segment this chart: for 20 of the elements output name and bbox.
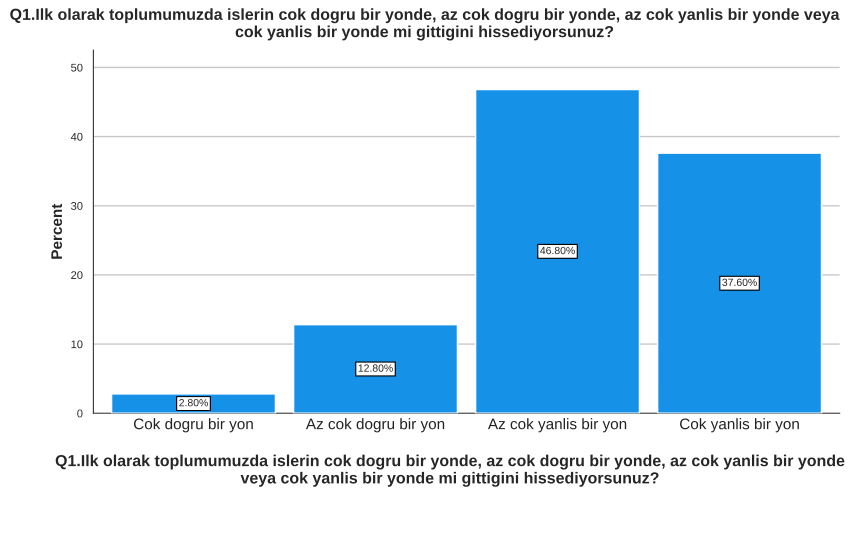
data-label: 2.80% bbox=[179, 398, 208, 406]
y-tick-label: 10 bbox=[71, 340, 83, 348]
bar bbox=[474, 88, 640, 414]
x-tick-label: Az cok dogru bir yon bbox=[306, 418, 444, 432]
x-axis-title: Q1.Ilk olarak toplumumuzda islerin cok dogru bir yonde, az cok dogru bir yonde, az cok yanlis bir yonde veya cok yanlis bir yonde mi gittigini hissediyorsunuz? bbox=[56, 454, 844, 487]
data-label: 37.60% bbox=[722, 278, 757, 286]
y-tick-label: 40 bbox=[70, 132, 83, 141]
x-tick-label: Az cok yanlis bir yon bbox=[488, 418, 626, 432]
bar bbox=[656, 152, 822, 414]
data-label: 12.80% bbox=[358, 364, 393, 372]
bar bbox=[292, 324, 458, 414]
y-tick-label: 0 bbox=[77, 410, 83, 418]
data-label: 46.80% bbox=[540, 246, 575, 254]
y-axis-title: Percent bbox=[51, 204, 62, 259]
y-tick-label: 30 bbox=[71, 202, 83, 210]
y-tick-label: 20 bbox=[71, 271, 83, 280]
y-tick-label: 50 bbox=[71, 64, 83, 72]
x-tick-label: Cok dogru bir yon bbox=[134, 418, 253, 432]
chart-title: Q1.Ilk olarak toplumumuzda islerin cok dogru bir yonde, az cok dogru bir yonde, az cok yanlis bir yonde veya cok yanlis bir yonde mi gittigini hissediyorsunuz? bbox=[10, 8, 840, 40]
x-tick-label: Cok yanlis bir yon bbox=[680, 418, 799, 432]
